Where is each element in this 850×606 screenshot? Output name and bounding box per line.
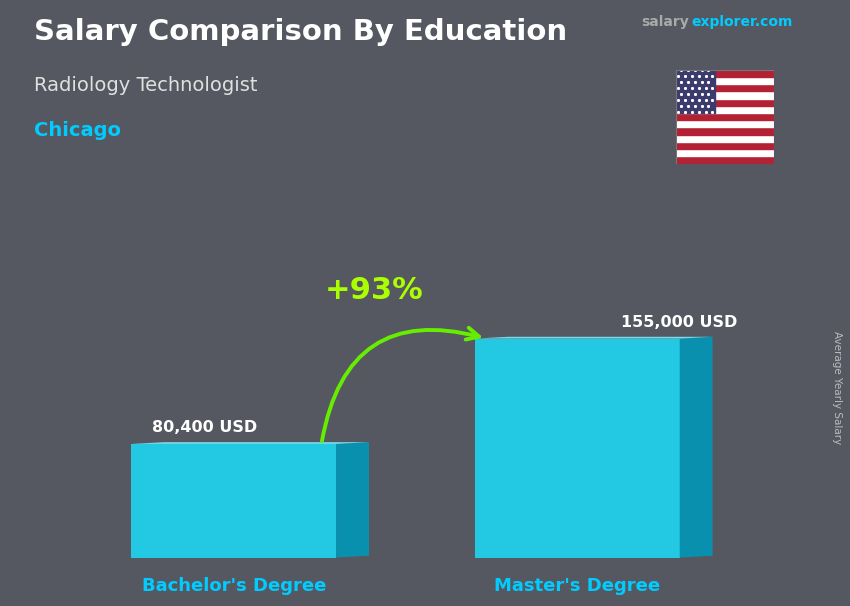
Text: Average Yearly Salary: Average Yearly Salary [832, 331, 842, 444]
Bar [676, 106, 774, 113]
Bar [676, 77, 774, 84]
Bar [676, 113, 774, 120]
Bar [676, 156, 774, 164]
Bar [676, 58, 715, 113]
Bar [676, 92, 774, 99]
Polygon shape [475, 337, 712, 339]
Text: 80,400 USD: 80,400 USD [152, 420, 258, 435]
Polygon shape [336, 442, 369, 558]
Bar [676, 149, 774, 156]
Bar [676, 135, 774, 142]
Bar [676, 120, 774, 127]
Text: salary: salary [642, 15, 689, 29]
Polygon shape [132, 442, 369, 444]
Polygon shape [475, 339, 680, 558]
Text: 155,000 USD: 155,000 USD [621, 315, 738, 330]
Text: +93%: +93% [325, 276, 424, 305]
Text: Chicago: Chicago [34, 121, 121, 140]
Polygon shape [132, 444, 336, 558]
Bar [676, 70, 774, 77]
Polygon shape [680, 337, 712, 558]
Text: Radiology Technologist: Radiology Technologist [34, 76, 258, 95]
Text: Salary Comparison By Education: Salary Comparison By Education [34, 18, 567, 46]
Text: explorer.com: explorer.com [691, 15, 792, 29]
Bar [676, 99, 774, 106]
Bar [676, 84, 774, 92]
Bar [676, 127, 774, 135]
Bar [676, 142, 774, 149]
